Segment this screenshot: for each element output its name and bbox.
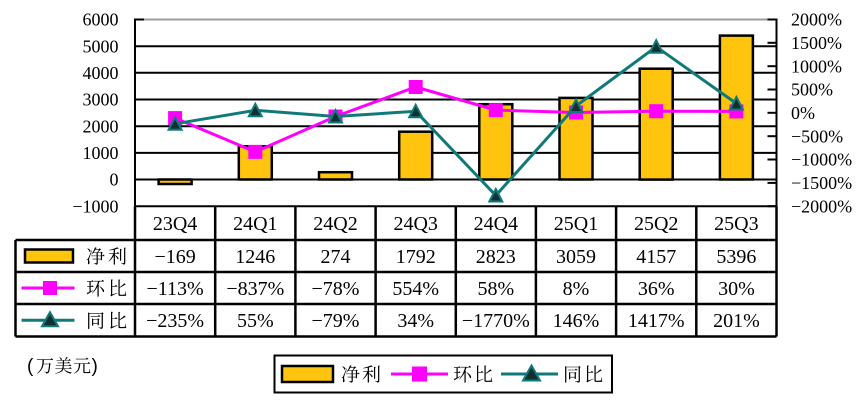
svg-text:1792: 1792 xyxy=(396,246,436,268)
svg-text:3000: 3000 xyxy=(83,90,119,110)
svg-text:24Q1: 24Q1 xyxy=(233,213,277,235)
svg-text:24Q3: 24Q3 xyxy=(393,213,437,235)
svg-text:500%: 500% xyxy=(791,80,833,100)
svg-text:0%: 0% xyxy=(791,103,815,123)
svg-text:34%: 34% xyxy=(397,310,434,332)
svg-text:201%: 201% xyxy=(713,310,760,332)
svg-text:30%: 30% xyxy=(718,278,755,300)
svg-text:23Q4: 23Q4 xyxy=(153,213,197,235)
svg-text:55%: 55% xyxy=(237,310,274,332)
svg-text:554%: 554% xyxy=(392,278,439,300)
svg-text:(: ( xyxy=(27,356,34,377)
svg-text:−1500%: −1500% xyxy=(791,173,852,193)
svg-text:24Q4: 24Q4 xyxy=(474,213,518,235)
svg-text:−169: −169 xyxy=(154,246,195,268)
svg-text:0: 0 xyxy=(110,170,119,190)
svg-text:−113%: −113% xyxy=(146,278,203,300)
svg-text:36%: 36% xyxy=(638,278,675,300)
svg-text:146%: 146% xyxy=(553,310,600,332)
svg-text:274: 274 xyxy=(321,246,351,268)
svg-text:2000: 2000 xyxy=(83,116,119,136)
svg-text:5000: 5000 xyxy=(83,36,119,56)
svg-text:5396: 5396 xyxy=(716,246,756,268)
svg-text:−1000%: −1000% xyxy=(791,150,852,170)
svg-text:1500%: 1500% xyxy=(791,33,842,53)
svg-text:2000%: 2000% xyxy=(791,10,842,30)
svg-text:58%: 58% xyxy=(477,278,514,300)
svg-text:24Q2: 24Q2 xyxy=(313,213,357,235)
svg-text:−78%: −78% xyxy=(312,278,360,300)
svg-text:4000: 4000 xyxy=(83,63,119,83)
svg-text:25Q3: 25Q3 xyxy=(714,213,758,235)
svg-text:8%: 8% xyxy=(563,278,590,300)
svg-text:−500%: −500% xyxy=(791,126,843,146)
svg-text:25Q1: 25Q1 xyxy=(554,213,598,235)
svg-text:−837%: −837% xyxy=(226,278,284,300)
svg-text:6000: 6000 xyxy=(83,10,119,30)
svg-text:1000: 1000 xyxy=(83,143,119,163)
svg-text:2823: 2823 xyxy=(476,246,516,268)
svg-text:1417%: 1417% xyxy=(628,310,685,332)
svg-text:3059: 3059 xyxy=(556,246,596,268)
svg-text:−2000%: −2000% xyxy=(791,196,852,216)
svg-text:1000%: 1000% xyxy=(791,56,842,76)
svg-text:−79%: −79% xyxy=(312,310,360,332)
svg-text:−1770%: −1770% xyxy=(462,310,530,332)
svg-text:−1000: −1000 xyxy=(72,196,118,216)
svg-text:): ) xyxy=(92,356,98,377)
svg-text:−235%: −235% xyxy=(146,310,204,332)
svg-text:25Q2: 25Q2 xyxy=(634,213,678,235)
svg-text:4157: 4157 xyxy=(636,246,676,268)
svg-text:1246: 1246 xyxy=(235,246,275,268)
